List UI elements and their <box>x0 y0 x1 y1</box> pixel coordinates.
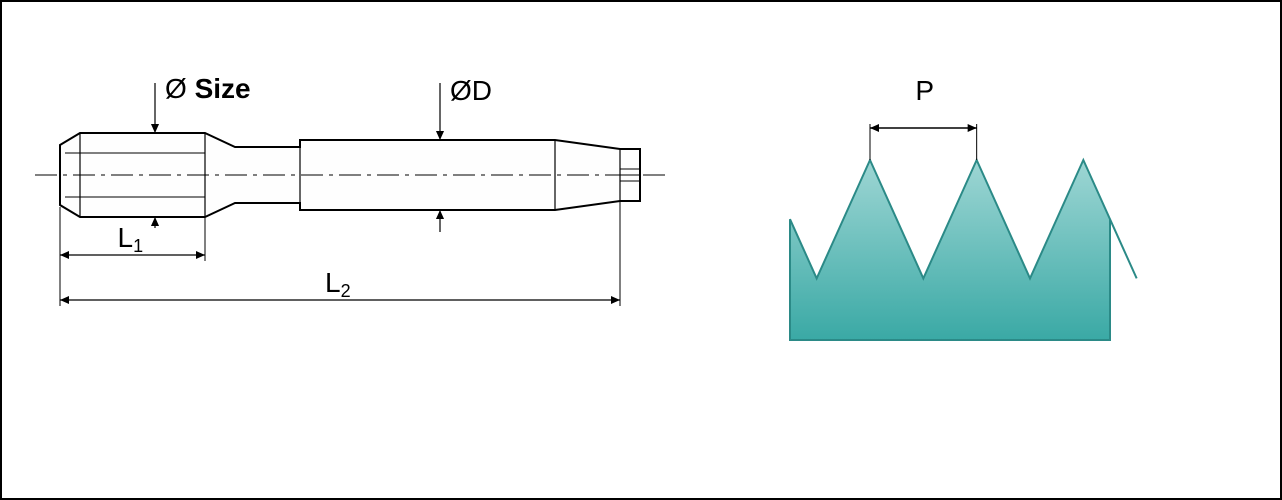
diameter-d-label: ØD <box>450 75 492 106</box>
diameter-size-label: Ø Size <box>165 73 251 104</box>
pitch-label: P <box>915 75 934 106</box>
